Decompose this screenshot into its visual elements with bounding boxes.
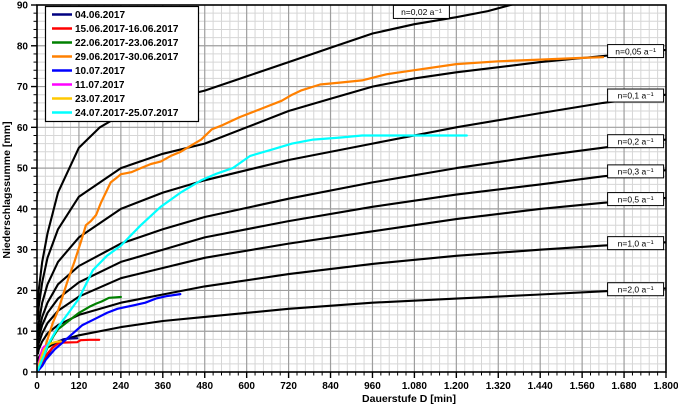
legend-label-event-15-06-2017: 15.06.2017-16.06.2017 [75, 24, 179, 35]
x-tick-label: 1.320 [486, 381, 511, 392]
x-tick-label: 1.800 [653, 381, 678, 392]
x-tick-label: 360 [154, 381, 171, 392]
series-line-event-10-07-2017 [37, 293, 182, 372]
curve-label-n-0-02: n=0,02 a⁻¹ [401, 7, 442, 17]
x-tick-label: 1.080 [402, 381, 427, 392]
curve-label-box-n-0-3 [607, 164, 665, 179]
curve-labels: n=0,02 a⁻¹ n=0,05 a⁻¹ n=0,1 a⁻¹ n=0,2 a⁻¹ n=… [392, 4, 665, 297]
reference-curve-n-0-5 [37, 196, 666, 351]
curve-label-n-0-05: n=0,05 a⁻¹ [615, 46, 656, 56]
y-tick-label: 0 [22, 368, 28, 379]
curve-label-n-0-5: n=0,5 a⁻¹ [618, 194, 654, 204]
curve-label-n-1-0: n=1,0 a⁻¹ [618, 238, 654, 248]
series-line-event-24-07-2017 [37, 134, 468, 372]
legend-label-event-24-07-2017: 24.07.2017-25.07.2017 [75, 108, 179, 119]
reference-curve-n-0-3 [37, 169, 666, 345]
curve-label-n-0-2: n=0,2 a⁻¹ [618, 136, 654, 146]
reference-curve-n-0-05 [37, 48, 666, 321]
legend-label-event-29-06-2017: 29.06.2017-30.06.2017 [75, 52, 179, 63]
event-series [37, 56, 605, 372]
x-tick-label: 1.560 [570, 381, 595, 392]
x-axis-title: Dauerstufe D [min] [362, 393, 456, 405]
legend-label-event-11-07-2017: 11.07.2017 [75, 80, 125, 91]
legend-label-event-04-06-2017: 04.06.2017 [75, 10, 125, 21]
curve-label-n-0-3: n=0,3 a⁻¹ [618, 167, 654, 177]
x-tick-label: 240 [113, 381, 130, 392]
curve-label-n-0-1: n=0,1 a⁻¹ [618, 91, 654, 101]
reference-curve-n-0-1 [37, 93, 666, 333]
axis-titles: Dauerstufe D [min] Niederschlagssumme [m… [1, 121, 456, 405]
reference-curve-n-2-0 [37, 287, 666, 362]
y-tick-label: 20 [17, 286, 29, 297]
legend-box [44, 5, 200, 123]
x-tick-label: 0 [34, 381, 40, 392]
x-tick-label: 120 [71, 381, 88, 392]
x-tick-label: 1.440 [528, 381, 553, 392]
y-tick-label: 80 [17, 41, 29, 52]
reference-curve-n-0-2 [37, 138, 666, 341]
y-tick-label: 50 [17, 164, 29, 175]
curve-label-box-n-0-5 [607, 192, 665, 207]
x-tick-label: 720 [280, 381, 297, 392]
y-tick-label: 40 [17, 204, 29, 215]
x-tick-label: 600 [238, 381, 255, 392]
y-tick-label: 60 [17, 123, 29, 134]
plot-frame [36, 4, 667, 373]
axis-ticks: 0 120 240 360 480 600 720 840 960 1.080 1.200 1.320… [17, 1, 678, 393]
reference-curve-n-1-0 [37, 241, 666, 355]
y-tick-label: 10 [17, 327, 29, 338]
curve-label-box-n-0-1 [607, 88, 665, 103]
curve-label-n-2-0: n=2,0 a⁻¹ [618, 284, 654, 294]
curve-label-box-n-1-0 [607, 236, 665, 251]
y-tick-label: 90 [17, 1, 29, 12]
y-tick-label: 30 [17, 245, 29, 256]
curve-label-box-n-0-05 [607, 44, 665, 59]
x-tick-label: 840 [322, 381, 339, 392]
curve-label-box-n-0-2 [607, 134, 665, 149]
legend-label-event-10-07-2017: 10.07.2017 [75, 66, 125, 77]
curve-label-box-n-0-02 [392, 4, 450, 19]
y-tick-label: 70 [17, 82, 29, 93]
series-line-event-29-06-2017 [37, 56, 605, 372]
legend-label-event-22-06-2017: 22.06.2017-23.06.2017 [75, 38, 179, 49]
y-axis-title: Niederschlagssumme [mm] [1, 121, 13, 258]
x-tick-label: 960 [364, 381, 381, 392]
series-line-event-15-06-2017 [37, 338, 101, 372]
x-tick-label: 1.200 [444, 381, 469, 392]
legend: 04.06.2017 15.06.2017-16.06.2017 22.06.201… [44, 5, 200, 123]
x-tick-label: 1.680 [612, 381, 637, 392]
legend-label-event-23-07-2017: 23.07.2017 [75, 94, 125, 105]
x-tick-label: 480 [196, 381, 213, 392]
curve-label-box-n-2-0 [607, 282, 665, 297]
